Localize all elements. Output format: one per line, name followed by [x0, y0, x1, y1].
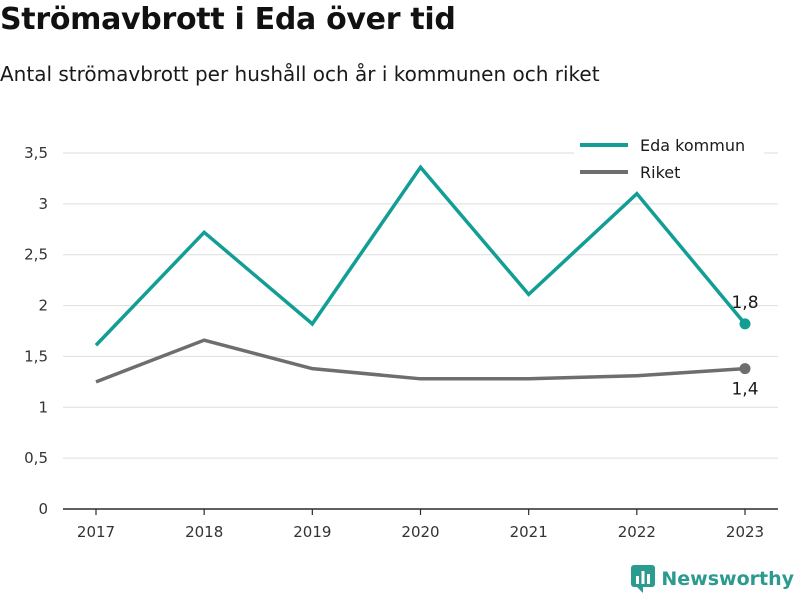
legend-label-riket: Riket [640, 163, 680, 182]
brand-logo: Newsworthy [631, 564, 794, 594]
x-tick-label: 2021 [510, 523, 548, 541]
x-tick-label: 2020 [401, 523, 439, 541]
series-line-eda-kommun [94, 164, 747, 347]
x-tick-label: 2023 [726, 523, 764, 541]
y-tick-label: 0 [38, 500, 48, 518]
legend-background [574, 128, 764, 190]
data-label-riket: 1,4 [731, 380, 758, 400]
x-tick-label: 2019 [293, 523, 331, 541]
end-point-eda-kommun [739, 318, 751, 330]
y-tick-label: 3,5 [24, 144, 48, 162]
chart-title: Strömavbrott i Eda över tid [0, 2, 456, 37]
series-line-riket [95, 338, 746, 384]
x-tick-label: 2018 [185, 523, 223, 541]
newsworthy-logo-icon [631, 565, 656, 593]
y-tick-label: 0,5 [24, 449, 48, 467]
y-tick-label: 2 [38, 297, 48, 315]
y-tick-label: 2,5 [24, 246, 48, 264]
brand-name: Newsworthy [661, 568, 794, 590]
y-tick-label: 1 [38, 398, 48, 416]
x-tick-label: 2022 [618, 523, 656, 541]
chart-subtitle: Antal strömavbrott per hushåll och år i … [0, 62, 600, 86]
end-point-riket [739, 363, 751, 375]
x-tick-label: 2017 [77, 523, 115, 541]
legend-label-eda-kommun: Eda kommun [640, 136, 745, 155]
y-tick-label: 3 [38, 195, 48, 213]
data-label-eda-kommun: 1,8 [731, 293, 758, 313]
y-tick-label: 1,5 [24, 347, 48, 365]
